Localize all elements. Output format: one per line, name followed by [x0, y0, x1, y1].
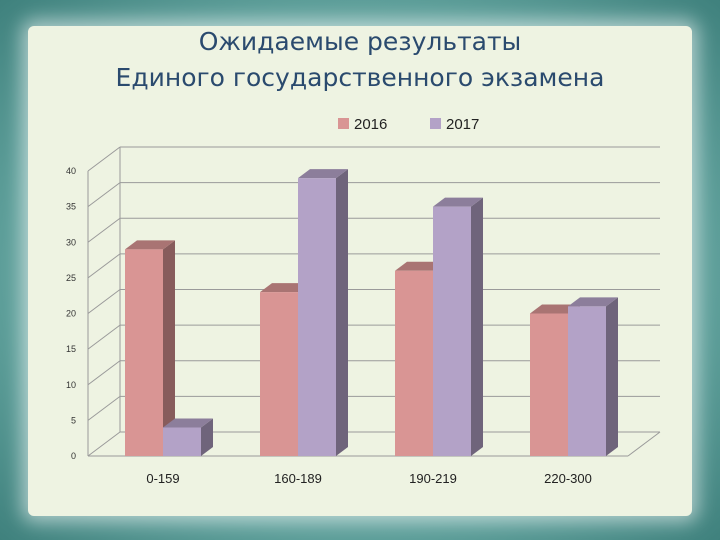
y-tick-label: 15	[66, 344, 76, 354]
bar-top	[530, 304, 580, 314]
legend-swatch	[430, 118, 441, 129]
gridline-depth	[87, 182, 121, 208]
bar	[163, 427, 201, 456]
y-tick-label: 10	[66, 380, 76, 390]
legend-swatch	[338, 118, 349, 129]
y-tick-label: 40	[66, 166, 76, 176]
x-tick-label: 220-300	[544, 471, 592, 486]
bar	[298, 178, 336, 456]
bar-side	[336, 169, 348, 456]
bar	[568, 306, 606, 456]
bar-top	[125, 240, 175, 250]
y-tick-label: 35	[66, 202, 76, 212]
gridline-depth	[87, 253, 121, 279]
y-tick-label: 20	[66, 309, 76, 319]
bar-top	[568, 297, 618, 307]
y-tick-label: 30	[66, 237, 76, 247]
bar-top	[260, 283, 310, 293]
bar	[433, 206, 471, 456]
bar-side	[471, 197, 483, 456]
bar-side	[201, 418, 213, 456]
gridline-depth	[87, 289, 121, 314]
bar	[260, 292, 298, 456]
x-tick-label: 0-159	[146, 471, 179, 486]
y-tick-label: 5	[71, 415, 76, 425]
title-line-2: Единого государственного экзамена	[115, 63, 605, 92]
legend-label: 2016	[354, 116, 387, 133]
x-tick-label: 160-189	[274, 471, 322, 486]
gridline-depth	[87, 217, 121, 243]
bar-top	[433, 197, 483, 207]
gridline-depth	[87, 360, 121, 386]
bar-side	[163, 240, 175, 456]
y-tick-label: 0	[71, 451, 76, 461]
bar	[395, 270, 433, 456]
bar-side	[606, 297, 618, 456]
gridline-depth	[87, 146, 121, 172]
gridline-depth	[87, 395, 121, 421]
bar-top	[163, 418, 213, 428]
title-line-1: Ожидаемые результаты	[198, 27, 522, 56]
legend-label: 2017	[446, 116, 479, 133]
page-title: Ожидаемые результаты Единого государстве…	[28, 24, 692, 96]
bar-top	[395, 261, 445, 271]
bar	[125, 249, 163, 456]
bar	[530, 313, 568, 456]
gridline-depth	[87, 324, 121, 350]
bar-top	[298, 169, 348, 179]
x-tick-label: 190-219	[409, 471, 457, 486]
floor-edge	[627, 431, 661, 457]
y-tick-label: 25	[66, 273, 76, 283]
gridline-depth	[87, 431, 121, 457]
